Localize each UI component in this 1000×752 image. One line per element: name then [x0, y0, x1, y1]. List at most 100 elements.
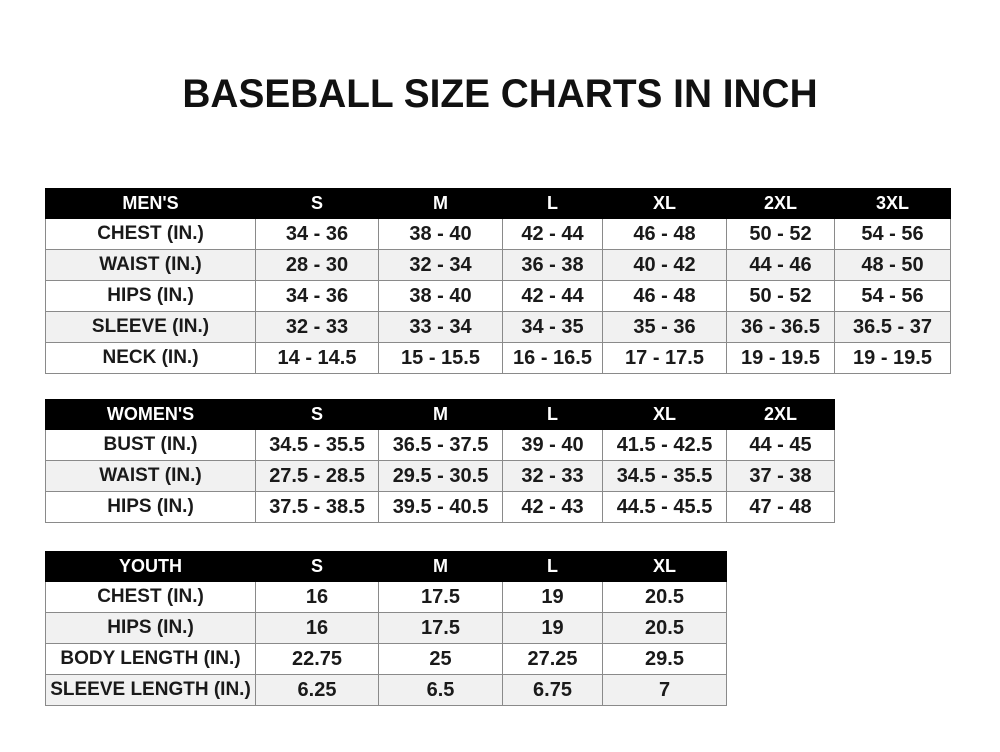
size-value: 54 - 56: [834, 218, 951, 250]
size-value: 54 - 56: [834, 280, 951, 312]
measurement-label: HIPS (IN.): [45, 280, 256, 312]
size-value: 19 - 19.5: [834, 342, 951, 374]
category-header: MEN'S: [45, 188, 256, 219]
size-value: 37.5 - 38.5: [255, 491, 379, 523]
size-value: 16: [255, 612, 379, 644]
table-row: HIPS (IN.) 16 17.5 19 20.5: [45, 612, 727, 644]
header-row: YOUTH S M L XL: [45, 551, 727, 582]
size-value: 42 - 44: [502, 280, 603, 312]
table-row: WAIST (IN.) 27.5 - 28.5 29.5 - 30.5 32 - 33…: [45, 460, 835, 492]
size-value: 36.5 - 37: [834, 311, 951, 343]
measurement-label: HIPS (IN.): [45, 612, 256, 644]
measurement-label: SLEEVE LENGTH (IN.): [45, 674, 256, 706]
size-value: 50 - 52: [726, 280, 835, 312]
size-value: 25: [378, 643, 503, 675]
table-row: NECK (IN.) 14 - 14.5 15 - 15.5 16 - 16.5 17 …: [45, 342, 951, 374]
size-value: 17.5: [378, 612, 503, 644]
size-value: 36 - 36.5: [726, 311, 835, 343]
size-header: M: [378, 399, 503, 430]
size-value: 28 - 30: [255, 249, 379, 281]
table-row: SLEEVE (IN.) 32 - 33 33 - 34 34 - 35 35 - 36…: [45, 311, 951, 343]
size-header: XL: [602, 188, 727, 219]
size-value: 36 - 38: [502, 249, 603, 281]
mens-size-table: MEN'S S M L XL 2XL 3XL CHEST (IN.) 34 - 36 38 - 4…: [45, 188, 951, 374]
size-value: 34.5 - 35.5: [255, 429, 379, 461]
size-header: L: [502, 399, 603, 430]
table-row: SLEEVE LENGTH (IN.) 6.25 6.5 6.75 7: [45, 674, 727, 706]
size-value: 14 - 14.5: [255, 342, 379, 374]
measurement-label: HIPS (IN.): [45, 491, 256, 523]
header-row: MEN'S S M L XL 2XL 3XL: [45, 188, 951, 219]
womens-size-table: WOMEN'S S M L XL 2XL BUST (IN.) 34.5 - 35.5 36.5…: [45, 399, 835, 523]
size-value: 48 - 50: [834, 249, 951, 281]
size-header: S: [255, 399, 379, 430]
size-value: 37 - 38: [726, 460, 835, 492]
size-value: 20.5: [602, 612, 727, 644]
table-row: CHEST (IN.) 16 17.5 19 20.5: [45, 581, 727, 613]
page-title: BASEBALL SIZE CHARTS IN INCH: [182, 72, 818, 116]
size-value: 38 - 40: [378, 280, 503, 312]
measurement-label: BODY LENGTH (IN.): [45, 643, 256, 675]
size-header: 2XL: [726, 399, 835, 430]
table-row: BODY LENGTH (IN.) 22.75 25 27.25 29.5: [45, 643, 727, 675]
size-value: 35 - 36: [602, 311, 727, 343]
size-value: 34 - 35: [502, 311, 603, 343]
measurement-label: CHEST (IN.): [45, 581, 256, 613]
size-header: S: [255, 188, 379, 219]
size-value: 47 - 48: [726, 491, 835, 523]
size-value: 29.5: [602, 643, 727, 675]
size-value: 6.25: [255, 674, 379, 706]
size-value: 33 - 34: [378, 311, 503, 343]
size-value: 15 - 15.5: [378, 342, 503, 374]
size-value: 44 - 45: [726, 429, 835, 461]
table-row: HIPS (IN.) 34 - 36 38 - 40 42 - 44 46 - 48 50…: [45, 280, 951, 312]
size-value: 32 - 34: [378, 249, 503, 281]
size-value: 29.5 - 30.5: [378, 460, 503, 492]
size-value: 32 - 33: [502, 460, 603, 492]
size-value: 27.25: [502, 643, 603, 675]
size-value: 42 - 43: [502, 491, 603, 523]
size-value: 36.5 - 37.5: [378, 429, 503, 461]
size-value: 34 - 36: [255, 218, 379, 250]
table-row: HIPS (IN.) 37.5 - 38.5 39.5 - 40.5 42 - 43 4…: [45, 491, 835, 523]
measurement-label: CHEST (IN.): [45, 218, 256, 250]
size-value: 34 - 36: [255, 280, 379, 312]
size-value: 19: [502, 612, 603, 644]
size-header: M: [378, 188, 503, 219]
table-row: WAIST (IN.) 28 - 30 32 - 34 36 - 38 40 - 42 4…: [45, 249, 951, 281]
size-value: 17 - 17.5: [602, 342, 727, 374]
size-value: 19: [502, 581, 603, 613]
header-row: WOMEN'S S M L XL 2XL: [45, 399, 835, 430]
table-row: BUST (IN.) 34.5 - 35.5 36.5 - 37.5 39 - 40 4…: [45, 429, 835, 461]
size-header: S: [255, 551, 379, 582]
size-header: XL: [602, 399, 727, 430]
size-header: L: [502, 188, 603, 219]
size-value: 50 - 52: [726, 218, 835, 250]
size-header: XL: [602, 551, 727, 582]
size-value: 46 - 48: [602, 218, 727, 250]
size-header: M: [378, 551, 503, 582]
size-value: 6.75: [502, 674, 603, 706]
size-value: 41.5 - 42.5: [602, 429, 727, 461]
size-value: 46 - 48: [602, 280, 727, 312]
measurement-label: NECK (IN.): [45, 342, 256, 374]
size-value: 7: [602, 674, 727, 706]
size-value: 6.5: [378, 674, 503, 706]
measurement-label: BUST (IN.): [45, 429, 256, 461]
size-value: 40 - 42: [602, 249, 727, 281]
size-value: 34.5 - 35.5: [602, 460, 727, 492]
category-header: WOMEN'S: [45, 399, 256, 430]
youth-size-table: YOUTH S M L XL CHEST (IN.) 16 17.5 19 20.5 HIPS (I…: [45, 551, 727, 706]
measurement-label: SLEEVE (IN.): [45, 311, 256, 343]
size-value: 44.5 - 45.5: [602, 491, 727, 523]
size-value: 32 - 33: [255, 311, 379, 343]
size-value: 16: [255, 581, 379, 613]
size-value: 17.5: [378, 581, 503, 613]
size-header: L: [502, 551, 603, 582]
size-value: 44 - 46: [726, 249, 835, 281]
size-header: 3XL: [834, 188, 951, 219]
measurement-label: WAIST (IN.): [45, 249, 256, 281]
size-value: 42 - 44: [502, 218, 603, 250]
size-value: 39 - 40: [502, 429, 603, 461]
size-header: 2XL: [726, 188, 835, 219]
